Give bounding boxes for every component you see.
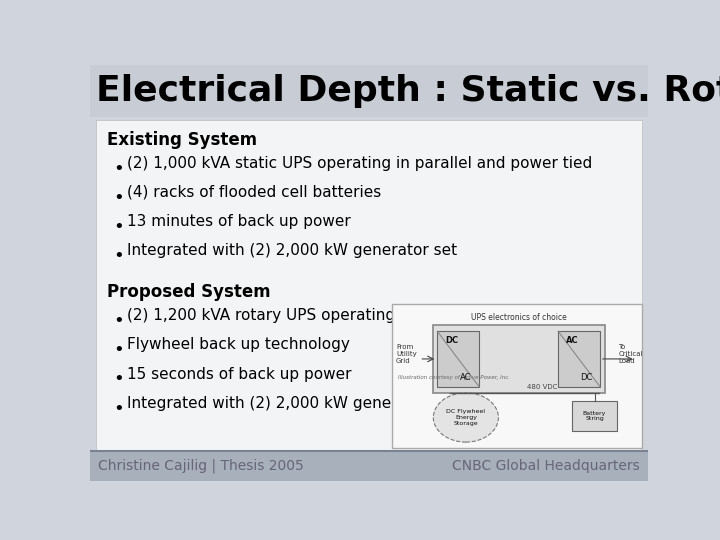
Text: Electrical Depth : Static vs. Rotary UPS: Electrical Depth : Static vs. Rotary UPS bbox=[96, 74, 720, 108]
Text: Existing System: Existing System bbox=[107, 131, 257, 149]
Text: Illustration courtesy of Active Power, Inc.: Illustration courtesy of Active Power, I… bbox=[398, 375, 510, 381]
Text: UPS electronics of choice: UPS electronics of choice bbox=[471, 313, 567, 322]
Text: Flywheel back up technology: Flywheel back up technology bbox=[127, 338, 350, 353]
Text: (2) 1,200 kVA rotary UPS operating in parallel and power tied: (2) 1,200 kVA rotary UPS operating in pa… bbox=[127, 308, 596, 323]
Bar bbox=[437, 331, 479, 387]
Text: Proposed System: Proposed System bbox=[107, 284, 271, 301]
Text: •: • bbox=[113, 400, 124, 418]
Text: To
Critical
Load: To Critical Load bbox=[618, 345, 643, 364]
Text: •: • bbox=[113, 159, 124, 178]
Text: Christine Cajilig | Thesis 2005: Christine Cajilig | Thesis 2005 bbox=[98, 458, 304, 473]
Ellipse shape bbox=[433, 393, 498, 442]
Text: AC: AC bbox=[460, 373, 472, 382]
Bar bbox=[96, 120, 642, 451]
Text: •: • bbox=[113, 247, 124, 265]
Text: CNBC Global Headquarters: CNBC Global Headquarters bbox=[452, 459, 640, 473]
Text: •: • bbox=[113, 312, 124, 330]
Text: Battery
String: Battery String bbox=[582, 410, 606, 421]
Bar bbox=[558, 331, 600, 387]
Text: From
Utility
Grid: From Utility Grid bbox=[396, 345, 417, 364]
Bar bbox=[90, 65, 648, 117]
Bar bbox=[572, 401, 617, 431]
Bar bbox=[90, 451, 648, 481]
Text: 13 minutes of back up power: 13 minutes of back up power bbox=[127, 214, 351, 229]
Text: Integrated with (2) 2,000 kW generator set: Integrated with (2) 2,000 kW generator s… bbox=[127, 244, 457, 259]
Text: Integrated with (2) 2,000 kW generator set: Integrated with (2) 2,000 kW generator s… bbox=[127, 396, 457, 411]
Text: DC: DC bbox=[445, 336, 458, 345]
Text: •: • bbox=[113, 218, 124, 236]
Bar bbox=[433, 325, 605, 393]
Text: AC: AC bbox=[566, 336, 578, 345]
Text: 15 seconds of back up power: 15 seconds of back up power bbox=[127, 367, 351, 382]
Text: DC Flywheel
Energy
Storage: DC Flywheel Energy Storage bbox=[446, 409, 485, 426]
Text: •: • bbox=[113, 370, 124, 388]
Text: •: • bbox=[113, 189, 124, 207]
Text: (2) 1,000 kVA static UPS operating in parallel and power tied: (2) 1,000 kVA static UPS operating in pa… bbox=[127, 156, 593, 171]
Text: (4) racks of flooded cell batteries: (4) racks of flooded cell batteries bbox=[127, 185, 382, 200]
Text: DC: DC bbox=[580, 373, 593, 382]
Bar bbox=[392, 303, 642, 448]
Text: •: • bbox=[113, 341, 124, 359]
Text: 480 VDC: 480 VDC bbox=[526, 384, 557, 390]
